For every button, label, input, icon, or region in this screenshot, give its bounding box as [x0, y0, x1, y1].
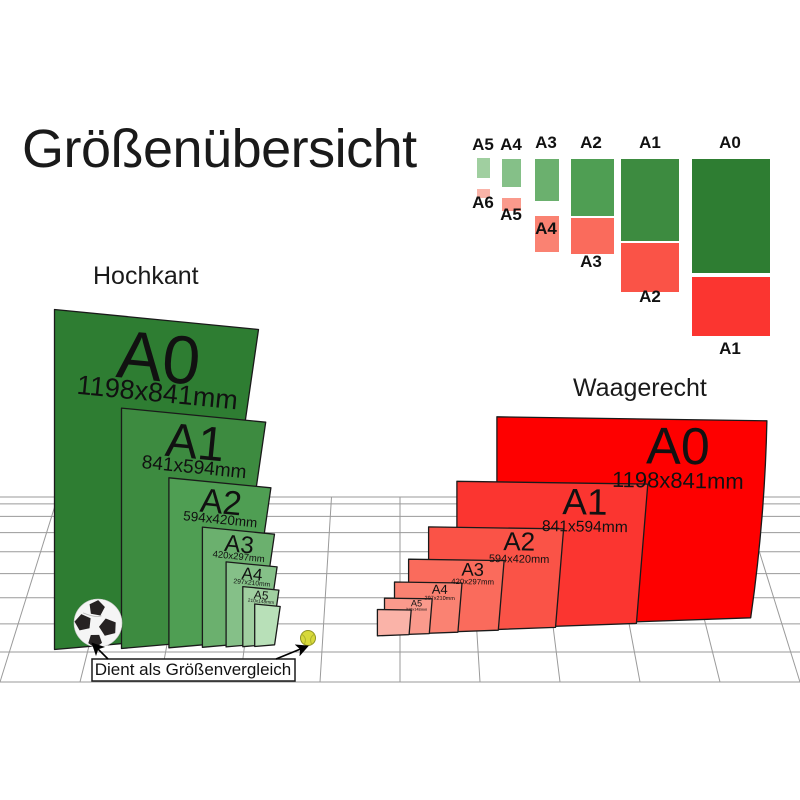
svg-text:A6: A6	[472, 193, 494, 212]
svg-text:A3: A3	[580, 252, 602, 271]
svg-text:210x148mm: 210x148mm	[406, 607, 427, 612]
svg-text:A1: A1	[562, 481, 608, 523]
svg-text:A1: A1	[639, 133, 661, 152]
svg-text:A5: A5	[472, 135, 494, 154]
svg-text:A2: A2	[639, 287, 661, 306]
svg-text:A5: A5	[500, 205, 522, 224]
svg-text:594x420mm: 594x420mm	[489, 553, 550, 566]
svg-text:A0: A0	[719, 133, 741, 152]
svg-text:A4: A4	[500, 135, 522, 154]
svg-text:297x210mm: 297x210mm	[425, 596, 456, 602]
svg-text:A4: A4	[432, 582, 448, 597]
svg-text:A1: A1	[719, 339, 741, 358]
svg-text:A4: A4	[535, 219, 557, 238]
svg-text:A2: A2	[503, 526, 535, 556]
svg-text:420x297mm: 420x297mm	[451, 577, 494, 587]
svg-text:Dient als Größenvergleich: Dient als Größenvergleich	[95, 660, 292, 679]
svg-text:A2: A2	[580, 133, 602, 152]
svg-text:1198x841mm: 1198x841mm	[612, 467, 744, 494]
svg-text:841x594mm: 841x594mm	[542, 518, 628, 536]
svg-text:A3: A3	[535, 133, 557, 152]
